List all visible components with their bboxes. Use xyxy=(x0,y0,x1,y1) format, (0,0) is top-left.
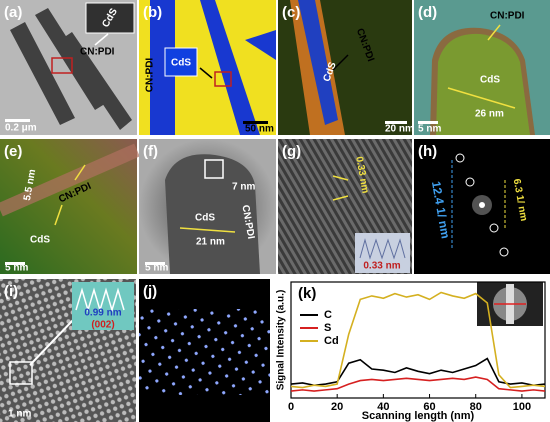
panel-c: (c) CN:PDI CdS 20 nm xyxy=(278,0,414,135)
panel-e: (e) 5.5 nm CN:PDI CdS 5 nm xyxy=(0,139,140,274)
scale-bar: 5 nm xyxy=(145,263,168,274)
label: 5.5 nm xyxy=(22,168,38,201)
panel-h: (h) 6.3 1/ nm 12.4 1/ nm xyxy=(414,139,550,274)
label: CdS xyxy=(480,75,500,86)
panel-g: (g) 0.33 nm 0.33 nm xyxy=(278,139,412,274)
legend-label: C xyxy=(324,309,332,321)
panel-label: (e) xyxy=(4,143,22,160)
series-line xyxy=(290,376,546,392)
panel-i: (i) 0.99 nm (002) 1 nm xyxy=(0,279,136,422)
panel-label: (b) xyxy=(143,4,162,21)
panel-f: (f) 7 nm CdS 21 nm CN:PDI 5 nm xyxy=(139,139,276,274)
scale-bar: 1 nm xyxy=(8,409,31,420)
scale-bar: 5 nm xyxy=(5,263,28,274)
panel-b: (b) CN:PDI CdS 50 nm xyxy=(139,0,276,135)
scale-bar: 5 nm xyxy=(418,124,441,135)
label: 21 nm xyxy=(196,237,225,248)
series-line xyxy=(290,291,546,389)
label: 26 nm xyxy=(475,109,504,120)
x-tick-label: 0 xyxy=(288,401,294,413)
panel-label: (d) xyxy=(418,4,437,21)
plot-frame xyxy=(290,281,546,399)
panel-d: (d) CN:PDI CdS 26 nm 5 nm xyxy=(414,0,550,136)
x-axis-label: Scanning length (nm) xyxy=(362,410,475,422)
y-axis-label: Signal Intensity (a.u.) xyxy=(276,290,287,391)
scale-bar: 0.2 μm xyxy=(5,123,37,134)
label: CN:PDI xyxy=(145,58,156,93)
label: 7 nm xyxy=(232,182,255,193)
panel-label: (k) xyxy=(298,285,316,302)
label: (002) xyxy=(91,320,114,331)
label: CdS xyxy=(30,235,50,246)
panel-label: (j) xyxy=(143,283,157,300)
scale-bar: 20 nm xyxy=(385,124,414,135)
legend-label: S xyxy=(324,322,331,334)
panel-label: (c) xyxy=(282,4,300,21)
x-tick-label: 20 xyxy=(331,401,343,413)
panel-label: (g) xyxy=(282,143,301,160)
x-tick-label: 100 xyxy=(513,401,531,413)
x-tick-label: 80 xyxy=(470,401,482,413)
legend-label: Cd xyxy=(324,335,339,347)
panel-label: (i) xyxy=(4,283,18,300)
panel-label: (a) xyxy=(4,4,22,21)
label: CdS xyxy=(195,213,215,224)
panel-label: (h) xyxy=(418,143,437,160)
series-line xyxy=(290,357,546,387)
label: CN:PDI xyxy=(490,11,525,22)
panel-a: (a) CdS CN:PDI 0.2 μm xyxy=(0,0,137,135)
panel-j: (j) xyxy=(139,279,270,422)
panel-label: (f) xyxy=(143,143,158,160)
x-tick-label: 40 xyxy=(377,401,389,413)
scale-bar: 50 nm xyxy=(245,124,274,135)
label: CdS xyxy=(171,58,191,69)
label: CN:PDI xyxy=(80,47,115,58)
x-tick-label: 60 xyxy=(423,401,435,413)
label: 0.33 nm xyxy=(363,261,400,272)
label: 0.99 nm xyxy=(84,308,121,319)
